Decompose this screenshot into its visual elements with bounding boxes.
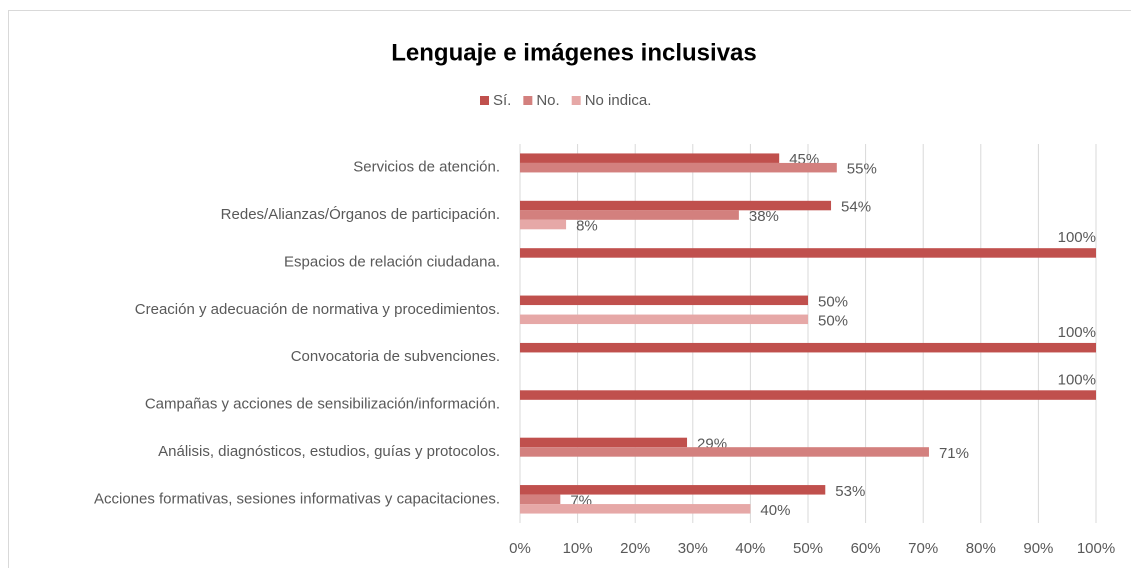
data-label: 38% — [749, 208, 779, 225]
data-label: 50% — [818, 293, 848, 310]
x-tick-label: 40% — [735, 540, 765, 557]
data-label: 55% — [847, 161, 877, 178]
data-label: 40% — [760, 502, 790, 519]
y-tick-label: Acciones formativas, sesiones informativ… — [94, 490, 500, 507]
legend-swatch — [523, 96, 533, 105]
y-tick-label: Campañas y acciones de sensibilización/i… — [145, 396, 500, 413]
legend-label: Sí. — [493, 92, 511, 109]
bar — [520, 248, 1096, 258]
data-label: 8% — [576, 218, 598, 235]
x-tick-label: 10% — [563, 540, 593, 557]
x-tick-label: 0% — [509, 540, 531, 557]
y-tick-label: Convocatoria de subvenciones. — [291, 348, 500, 365]
bar — [520, 200, 832, 211]
bar — [520, 162, 837, 173]
chart-title: Lenguaje e imágenes inclusivas — [391, 39, 756, 66]
data-label: 100% — [1058, 229, 1096, 246]
data-label: 53% — [835, 483, 865, 500]
data-label: 54% — [841, 199, 871, 216]
y-tick-label: Análisis, diagnósticos, estudios, guías … — [158, 443, 500, 460]
data-label: 100% — [1058, 324, 1096, 341]
bar — [520, 485, 826, 495]
bar — [520, 447, 929, 457]
x-tick-label: 70% — [908, 540, 938, 557]
bar — [520, 494, 561, 505]
data-label: 50% — [818, 312, 848, 329]
bar — [520, 153, 780, 163]
x-tick-label: 100% — [1077, 540, 1115, 557]
x-tick-label: 50% — [793, 540, 823, 557]
legend-label: No indica. — [585, 92, 652, 109]
chart-border — [8, 10, 1131, 568]
legend-label: No. — [536, 92, 559, 109]
bar — [520, 504, 751, 514]
legend-swatch — [480, 96, 489, 105]
bar — [520, 390, 1096, 400]
bar — [520, 295, 808, 306]
bar — [520, 342, 1096, 353]
x-tick-label: 80% — [966, 540, 996, 557]
x-tick-label: 30% — [678, 540, 708, 557]
data-label: 71% — [939, 445, 969, 462]
y-tick-label: Redes/Alianzas/Órganos de participación. — [221, 206, 500, 223]
x-tick-label: 90% — [1023, 540, 1053, 557]
y-tick-label: Servicios de atención. — [353, 159, 500, 176]
bar — [520, 210, 739, 220]
bar — [520, 437, 688, 448]
legend-swatch — [571, 96, 581, 105]
data-label: 100% — [1058, 371, 1096, 388]
y-tick-label: Creación y adecuación de normativa y pro… — [135, 301, 500, 318]
y-tick-label: Espacios de relación ciudadana. — [284, 253, 500, 270]
bar — [520, 219, 567, 230]
x-tick-label: 20% — [620, 540, 650, 557]
bar — [520, 314, 808, 325]
x-tick-label: 60% — [851, 540, 881, 557]
